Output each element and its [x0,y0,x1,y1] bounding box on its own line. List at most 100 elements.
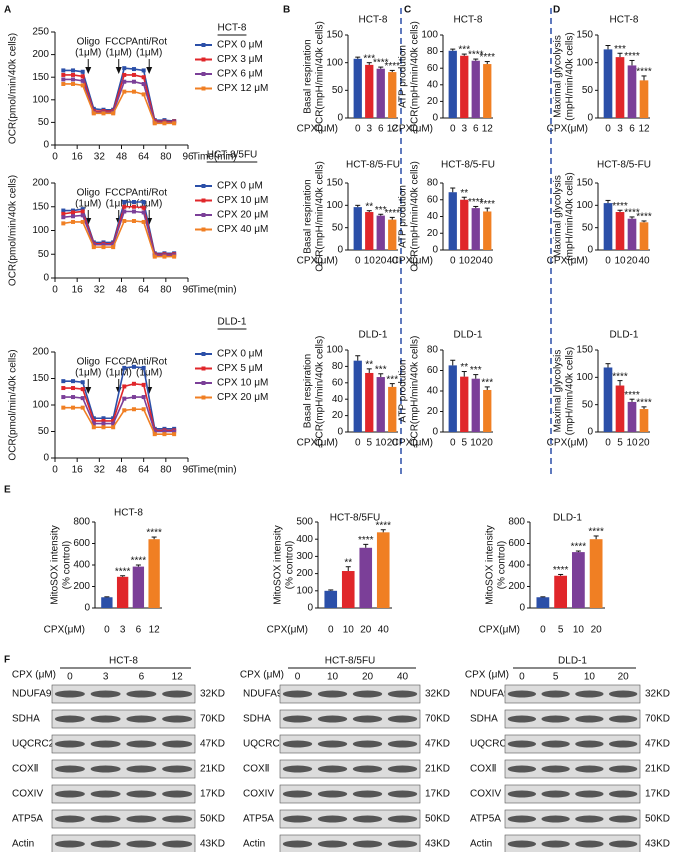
y-tick-label: 100 [576,372,593,383]
bar [448,50,457,118]
data-point [122,209,127,214]
legend-label: CPX 20 μM [217,210,268,221]
y-axis-label: ATP prodution [398,185,409,248]
y-axis-label: (% control) [497,541,508,589]
blot-strip [504,734,641,754]
data-point [141,200,146,204]
data-point [111,416,116,421]
injection-label: Oligo [77,37,101,48]
data-point [101,421,106,426]
x-tick-label: 80 [160,465,172,476]
y-axis-label: (mpH/min/40k cells) [565,32,576,120]
blot-band [507,690,537,698]
legend-label: CPX 0 μM [217,349,263,360]
x-tick-label: 10 [470,438,482,449]
blot-band [352,815,383,823]
bar [603,367,613,432]
bar [483,389,492,432]
data-point [80,209,85,214]
significance: *** [386,374,398,385]
bar [116,576,129,608]
blot-band [54,815,85,823]
blot-strip [51,809,196,829]
y-axis-label: MitoSOX intensity [50,525,61,604]
y-tick-label: 20 [427,96,439,107]
blot-band [352,765,383,773]
bar [132,566,145,608]
legend-label: CPX 12 μM [217,83,268,94]
injection-dose: (1μM) [106,199,132,210]
y-tick-label: 80 [332,361,344,372]
size-label: 43KD [645,839,670,850]
data-point [80,219,85,224]
significance: **** [358,535,374,546]
protein-label: NDUFA9 [470,689,510,700]
blot-band [162,790,193,798]
y-axis-label: Basal respiration [303,354,314,428]
data-point [71,214,76,219]
panel-label: E [4,485,11,496]
blot-treatment: CPX (μM) [240,670,284,681]
size-label: 21KD [200,764,225,775]
y-tick-label: 200 [32,49,49,60]
significance: **** [479,52,495,63]
legend-marker [201,381,206,385]
panel-label: C [404,5,411,16]
x-axis-label: Time(min) [192,465,237,476]
data-point [111,245,116,250]
data-point [111,425,116,430]
blot-band [282,765,313,773]
data-point [131,89,136,94]
chart-title: DLD-1 [359,330,388,341]
data-point [71,379,76,384]
x-tick-label: 0 [605,124,611,135]
lane-label: 40 [397,672,409,683]
size-label: 43KD [200,839,225,850]
significance: **** [373,58,389,69]
size-label: 21KD [425,764,450,775]
bar [615,212,625,250]
x-tick-label: 0 [540,625,546,636]
significance: ** [460,188,468,199]
data-point [91,418,96,423]
size-label: 21KD [645,764,670,775]
y-tick-label: 0 [432,245,438,256]
x-tick-label: 12 [482,124,494,135]
legend-marker [201,213,206,217]
bar [627,65,637,118]
data-point [71,219,76,224]
x-axis-label: Time(min) [192,285,237,296]
injection-label: FCCP [105,188,133,199]
legend-marker [201,72,206,76]
injection-dose: (1μM) [75,48,101,59]
y-tick-label: 400 [508,560,525,571]
data-point [101,416,106,421]
bar [365,372,374,432]
data-point [122,365,127,370]
data-point [141,75,146,80]
blot-band [608,815,638,823]
y-tick-label: 150 [576,178,593,189]
y-tick-label: 100 [326,200,343,211]
blot-band [162,815,193,823]
blot-band [507,815,537,823]
x-axis-label: CPX(μM) [297,256,338,267]
x-tick-label: 0 [328,625,334,636]
significance: **** [588,527,604,538]
y-tick-label: 100 [326,345,343,356]
y-tick-label: 100 [421,30,438,41]
bar [148,539,160,608]
legend-label: CPX 20 μM [217,392,268,403]
x-tick-label: 10 [459,256,471,267]
data-point [141,68,146,73]
bar [554,575,568,608]
data-point [101,242,106,247]
y-tick-label: 100 [576,200,593,211]
y-axis-label: OCR(mpH/min/40k cells) [410,336,421,447]
x-tick-label: 64 [138,152,150,163]
bar [460,199,469,250]
blot-strip [51,709,196,729]
data-point [61,405,66,410]
significance: ** [365,201,373,212]
x-tick-label: 20 [360,625,372,636]
